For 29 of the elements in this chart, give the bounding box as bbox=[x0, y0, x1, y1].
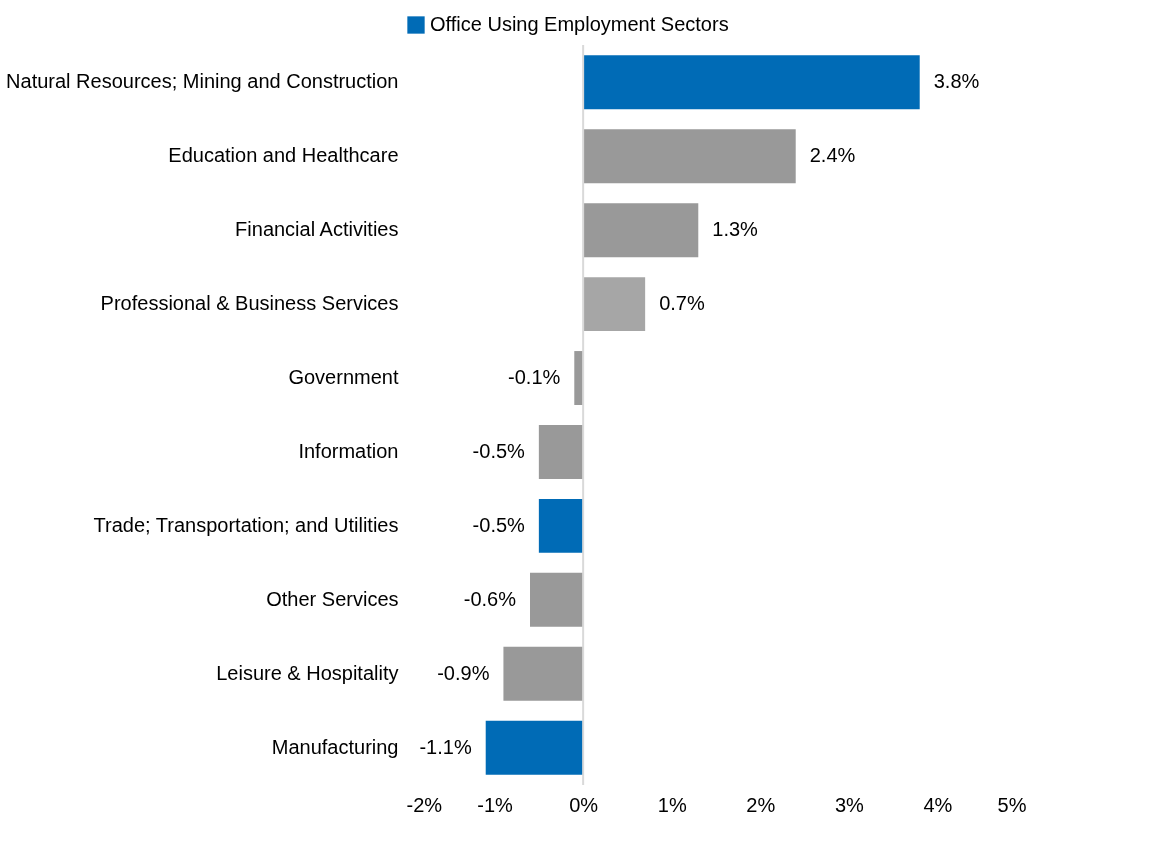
x-tick-label: 2% bbox=[746, 793, 776, 816]
data-label: -1.1% bbox=[419, 735, 472, 758]
data-label: 2.4% bbox=[809, 144, 856, 167]
x-tick-label: 4% bbox=[923, 793, 953, 816]
y-tick-label: Government bbox=[288, 366, 399, 389]
y-tick-label: Manufacturing bbox=[271, 735, 399, 758]
data-label: -0.9% bbox=[437, 661, 490, 684]
y-tick-label: Leisure & Hospitality bbox=[216, 661, 399, 684]
y-tick-label: Natural Resources; Mining and Construction bbox=[6, 70, 399, 93]
legend-label: Office Using Employment Sectors bbox=[430, 13, 729, 35]
y-tick-label: Financial Activities bbox=[235, 218, 399, 241]
data-label: 0.7% bbox=[659, 292, 705, 315]
data-label: -0.5% bbox=[472, 439, 526, 462]
data-label: -0.5% bbox=[472, 513, 526, 536]
y-tick-label: Information bbox=[298, 439, 399, 462]
y-tick-label: Trade; Transportation; and Utilities bbox=[93, 513, 399, 536]
x-tick-label: 5% bbox=[997, 793, 1027, 816]
y-tick-label: Professional & Business Services bbox=[100, 292, 399, 315]
x-tick-label: -2% bbox=[406, 793, 443, 816]
x-tick-label: -1% bbox=[477, 793, 514, 816]
y-tick-label: Education and Healthcare bbox=[168, 144, 399, 167]
data-label: -0.1% bbox=[508, 366, 561, 389]
data-label: -0.6% bbox=[463, 587, 517, 610]
x-tick-label: 3% bbox=[834, 793, 865, 816]
x-tick-label: 0% bbox=[569, 793, 599, 816]
x-tick-label: 1% bbox=[657, 793, 687, 816]
y-tick-label: Other Services bbox=[266, 587, 399, 610]
data-label: 3.8% bbox=[933, 70, 980, 93]
data-label: 1.3% bbox=[712, 218, 759, 241]
